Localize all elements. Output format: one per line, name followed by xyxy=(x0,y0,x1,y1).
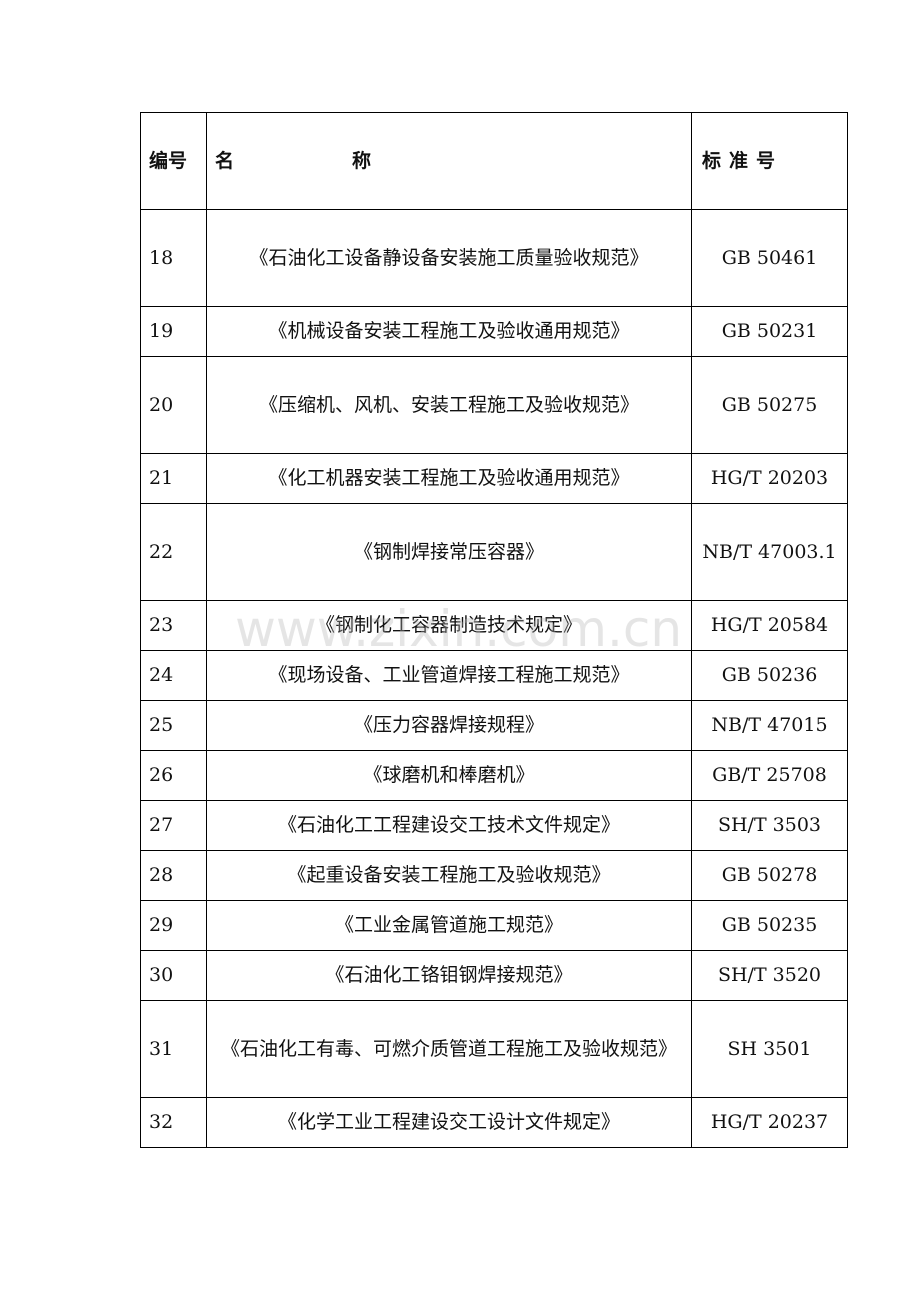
row-standard: GB 50278 xyxy=(691,850,848,901)
row-number: 29 xyxy=(140,900,207,951)
standards-table: 编号 名称 标准号 18 《石油化工设备静设备安装施工质量验收规范》 GB 5046… xyxy=(140,112,848,1148)
row-standard: SH/T 3503 xyxy=(691,800,848,851)
row-name: 《起重设备安装工程施工及验收规范》 xyxy=(206,850,692,901)
row-name: 《石油化工设备静设备安装施工质量验收规范》 xyxy=(206,209,692,307)
row-name: 《化学工业工程建设交工设计文件规定》 xyxy=(206,1097,692,1148)
table-row: 23 《钢制化工容器制造技术规定》 HG/T 20584 xyxy=(140,600,848,651)
table-row: 28 《起重设备安装工程施工及验收规范》 GB 50278 xyxy=(140,850,848,901)
table-row: 25 《压力容器焊接规程》 NB/T 47015 xyxy=(140,700,848,751)
row-number: 19 xyxy=(140,306,207,357)
row-number: 27 xyxy=(140,800,207,851)
row-number: 23 xyxy=(140,600,207,651)
header-name: 名称 xyxy=(206,112,692,210)
row-standard: SH 3501 xyxy=(691,1000,848,1098)
table-row: 19 《机械设备安装工程施工及验收通用规范》 GB 50231 xyxy=(140,306,848,357)
row-standard: HG/T 20584 xyxy=(691,600,848,651)
table-row: 29 《工业金属管道施工规范》 GB 50235 xyxy=(140,900,848,951)
row-number: 31 xyxy=(140,1000,207,1098)
row-name: 《石油化工铬钼钢焊接规范》 xyxy=(206,950,692,1001)
row-standard: GB 50236 xyxy=(691,650,848,701)
row-name: 《现场设备、工业管道焊接工程施工规范》 xyxy=(206,650,692,701)
row-standard: GB 50235 xyxy=(691,900,848,951)
row-name: 《石油化工工程建设交工技术文件规定》 xyxy=(206,800,692,851)
row-number: 26 xyxy=(140,750,207,801)
row-name: 《钢制化工容器制造技术规定》 xyxy=(206,600,692,651)
row-name: 《压力容器焊接规程》 xyxy=(206,700,692,751)
row-name: 《化工机器安装工程施工及验收通用规范》 xyxy=(206,453,692,504)
table-row: 20 《压缩机、风机、安装工程施工及验收规范》 GB 50275 xyxy=(140,356,848,454)
table-row: 18 《石油化工设备静设备安装施工质量验收规范》 GB 50461 xyxy=(140,209,848,307)
header-standard: 标准号 xyxy=(691,112,848,210)
row-name: 《石油化工有毒、可燃介质管道工程施工及验收规范》 xyxy=(206,1000,692,1098)
row-standard: GB/T 25708 xyxy=(691,750,848,801)
row-standard: GB 50231 xyxy=(691,306,848,357)
header-name-a: 名 xyxy=(215,149,235,172)
row-standard: NB/T 47015 xyxy=(691,700,848,751)
table-row: 21 《化工机器安装工程施工及验收通用规范》 HG/T 20203 xyxy=(140,453,848,504)
table-row: 26 《球磨机和棒磨机》 GB/T 25708 xyxy=(140,750,848,801)
table-row: 31 《石油化工有毒、可燃介质管道工程施工及验收规范》 SH 3501 xyxy=(140,1000,848,1098)
table-row: 27 《石油化工工程建设交工技术文件规定》 SH/T 3503 xyxy=(140,800,848,851)
row-number: 22 xyxy=(140,503,207,601)
row-name: 《钢制焊接常压容器》 xyxy=(206,503,692,601)
row-name: 《球磨机和棒磨机》 xyxy=(206,750,692,801)
row-standard: NB/T 47003.1 xyxy=(691,503,848,601)
row-standard: SH/T 3520 xyxy=(691,950,848,1001)
header-row: 编号 名称 标准号 xyxy=(140,112,848,210)
row-name: 《压缩机、风机、安装工程施工及验收规范》 xyxy=(206,356,692,454)
row-number: 21 xyxy=(140,453,207,504)
row-number: 20 xyxy=(140,356,207,454)
row-number: 32 xyxy=(140,1097,207,1148)
row-standard: GB 50461 xyxy=(691,209,848,307)
row-name: 《工业金属管道施工规范》 xyxy=(206,900,692,951)
row-standard: HG/T 20237 xyxy=(691,1097,848,1148)
row-number: 24 xyxy=(140,650,207,701)
row-number: 25 xyxy=(140,700,207,751)
header-name-b: 称 xyxy=(352,149,372,172)
row-number: 18 xyxy=(140,209,207,307)
row-standard: GB 50275 xyxy=(691,356,848,454)
row-name: 《机械设备安装工程施工及验收通用规范》 xyxy=(206,306,692,357)
row-number: 28 xyxy=(140,850,207,901)
row-standard: HG/T 20203 xyxy=(691,453,848,504)
table-row: 32 《化学工业工程建设交工设计文件规定》 HG/T 20237 xyxy=(140,1097,848,1148)
table-row: 22 《钢制焊接常压容器》 NB/T 47003.1 xyxy=(140,503,848,601)
table-row: 30 《石油化工铬钼钢焊接规范》 SH/T 3520 xyxy=(140,950,848,1001)
row-number: 30 xyxy=(140,950,207,1001)
header-number: 编号 xyxy=(140,112,207,210)
table-row: 24 《现场设备、工业管道焊接工程施工规范》 GB 50236 xyxy=(140,650,848,701)
